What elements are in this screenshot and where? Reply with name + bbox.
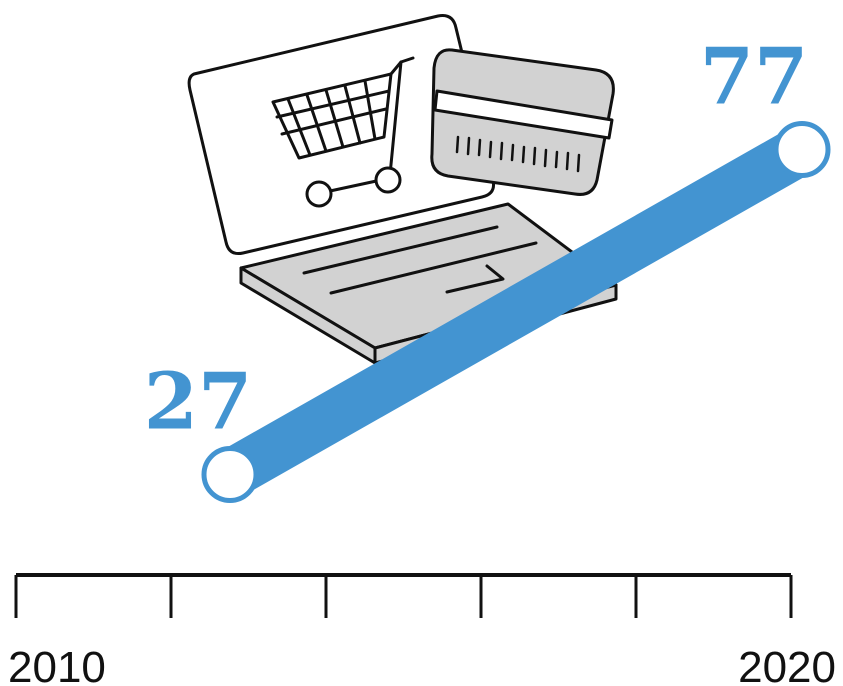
data-point-1 (773, 121, 831, 178)
x-tick-label-end: 2020 (738, 643, 836, 686)
credit-card-icon (430, 48, 615, 196)
shopping-cart-icon (271, 56, 415, 208)
x-tick-label-start: 2010 (8, 643, 106, 686)
series-line-group (201, 121, 831, 503)
series-line (205, 124, 827, 500)
data-label-end: 77 (700, 32, 809, 123)
x-axis (14, 573, 793, 618)
data-label-start: 27 (144, 357, 253, 448)
data-point-0 (201, 446, 259, 503)
